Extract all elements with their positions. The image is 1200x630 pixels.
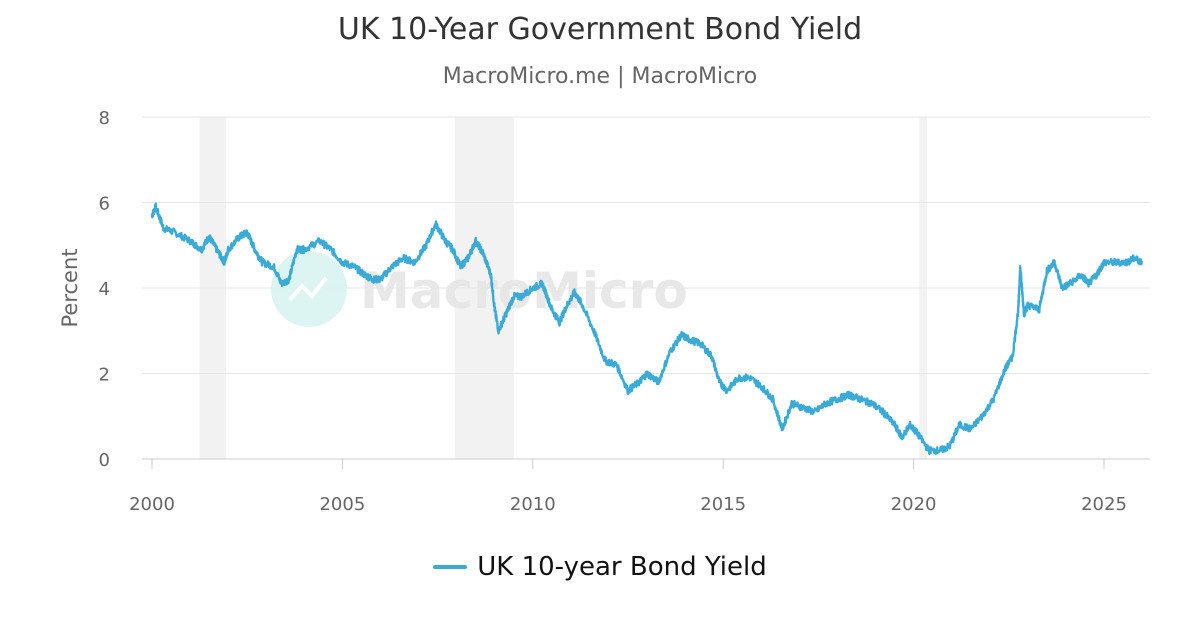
x-tick-label: 2025 <box>1081 494 1127 515</box>
legend-label: UK 10-year Bond Yield <box>477 552 767 582</box>
x-tick-label: 2015 <box>700 494 746 515</box>
x-axis-ticks: 2000 2005 2010 2015 2020 2025 <box>129 459 1127 515</box>
watermark-text: MacroMicro <box>360 262 688 320</box>
y-tick-label: 4 <box>99 279 110 300</box>
x-tick-label: 2005 <box>319 494 365 515</box>
y-axis-ticks: 0 2 4 6 8 <box>99 108 110 471</box>
y-tick-label: 6 <box>99 194 110 215</box>
y-tick-label: 0 <box>99 450 110 471</box>
chart-title: UK 10-Year Government Bond Yield <box>337 12 863 47</box>
x-tick-label: 2010 <box>510 494 556 515</box>
legend[interactable]: UK 10-year Bond Yield <box>0 552 1200 582</box>
y-tick-label: 8 <box>99 108 110 129</box>
y-axis-title: Percent <box>58 248 82 327</box>
x-tick-label: 2020 <box>891 494 937 515</box>
watermark-logo-icon <box>271 251 347 327</box>
y-tick-label: 2 <box>99 365 110 386</box>
series-line-0 <box>150 202 1144 456</box>
x-tick-label: 2000 <box>129 494 175 515</box>
chart-subtitle: MacroMicro.me | MacroMicro <box>442 64 758 89</box>
watermark: MacroMicro <box>271 251 688 327</box>
legend-swatch <box>433 565 468 569</box>
series-layer <box>150 202 1144 456</box>
watermark-trend-icon <box>288 276 328 302</box>
